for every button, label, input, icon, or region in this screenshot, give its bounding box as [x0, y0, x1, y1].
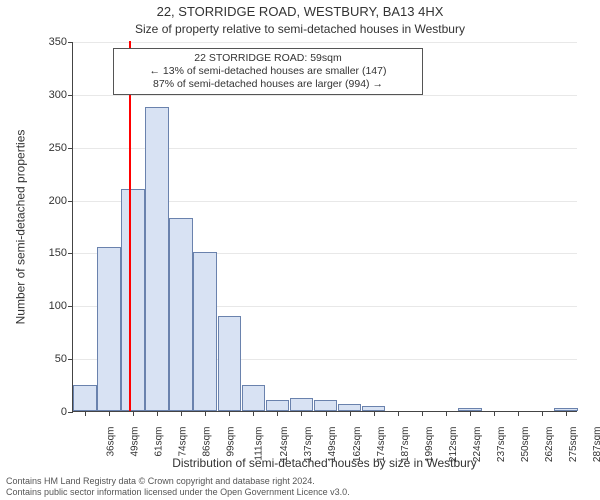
x-tick-mark: [253, 411, 254, 416]
y-tick-mark: [68, 42, 73, 43]
x-tick-label: 99sqm: [226, 427, 237, 457]
y-tick-label: 350: [27, 36, 67, 48]
annotation-line2: ← 13% of semi-detached houses are smalle…: [120, 65, 416, 78]
y-axis-label-text: Number of semi-detached properties: [13, 130, 27, 325]
annotation-line3: 87% of semi-detached houses are larger (…: [120, 78, 416, 91]
y-tick-mark: [68, 201, 73, 202]
chart-container: 22, STORRIDGE ROAD, WESTBURY, BA13 4HX S…: [0, 0, 600, 500]
plot-area: 22 STORRIDGE ROAD: 59sqm ← 13% of semi-d…: [72, 42, 577, 412]
y-tick-mark: [68, 359, 73, 360]
histogram-bar: [193, 252, 217, 411]
y-tick-label: 200: [27, 195, 67, 207]
y-tick-label: 150: [27, 247, 67, 259]
x-tick-mark: [109, 411, 110, 416]
x-tick-mark: [542, 411, 543, 416]
property-marker-line: [129, 41, 131, 411]
x-tick-label: 74sqm: [178, 427, 189, 457]
histogram-bar: [218, 316, 242, 411]
y-tick-label: 50: [27, 353, 67, 365]
x-tick-mark: [205, 411, 206, 416]
histogram-bar: [145, 107, 169, 411]
x-tick-mark: [157, 411, 158, 416]
footer-line2: Contains public sector information licen…: [6, 487, 350, 498]
x-axis-label: Distribution of semi-detached houses by …: [72, 456, 577, 470]
x-tick-mark: [398, 411, 399, 416]
x-tick-mark: [422, 411, 423, 416]
grid-line: [73, 42, 577, 43]
x-tick-mark: [133, 411, 134, 416]
x-tick-mark: [229, 411, 230, 416]
histogram-bar: [242, 385, 266, 411]
histogram-bar: [338, 404, 362, 411]
histogram-bar: [314, 400, 338, 411]
footer-line1: Contains HM Land Registry data © Crown c…: [6, 476, 350, 487]
x-tick-mark: [470, 411, 471, 416]
x-tick-mark: [566, 411, 567, 416]
y-tick-mark: [68, 148, 73, 149]
x-tick-label: 86sqm: [202, 427, 213, 457]
y-tick-label: 100: [27, 300, 67, 312]
y-tick-mark: [68, 412, 73, 413]
x-tick-label: 36sqm: [106, 427, 117, 457]
y-tick-mark: [68, 306, 73, 307]
x-tick-mark: [494, 411, 495, 416]
x-tick-mark: [374, 411, 375, 416]
x-tick-label: 287sqm: [592, 427, 600, 463]
x-tick-mark: [85, 411, 86, 416]
x-tick-mark: [518, 411, 519, 416]
x-tick-mark: [277, 411, 278, 416]
x-tick-mark: [350, 411, 351, 416]
x-tick-mark: [326, 411, 327, 416]
x-tick-mark: [446, 411, 447, 416]
histogram-bar: [266, 400, 290, 411]
chart-subtitle: Size of property relative to semi-detach…: [0, 22, 600, 36]
x-tick-label: 49sqm: [130, 427, 141, 457]
y-tick-mark: [68, 253, 73, 254]
y-tick-label: 250: [27, 142, 67, 154]
histogram-bar: [169, 218, 193, 411]
chart-title: 22, STORRIDGE ROAD, WESTBURY, BA13 4HX: [0, 4, 600, 19]
histogram-bar: [290, 398, 314, 411]
y-tick-label: 0: [27, 406, 67, 418]
histogram-bar: [97, 247, 121, 411]
x-tick-mark: [301, 411, 302, 416]
x-tick-label: 61sqm: [154, 427, 165, 457]
histogram-bar: [73, 385, 97, 411]
histogram-bar: [121, 189, 145, 411]
y-tick-mark: [68, 95, 73, 96]
annotation-box: 22 STORRIDGE ROAD: 59sqm ← 13% of semi-d…: [113, 48, 423, 95]
chart-footer: Contains HM Land Registry data © Crown c…: [6, 476, 350, 498]
annotation-line1: 22 STORRIDGE ROAD: 59sqm: [120, 52, 416, 65]
x-tick-mark: [181, 411, 182, 416]
y-tick-label: 300: [27, 89, 67, 101]
